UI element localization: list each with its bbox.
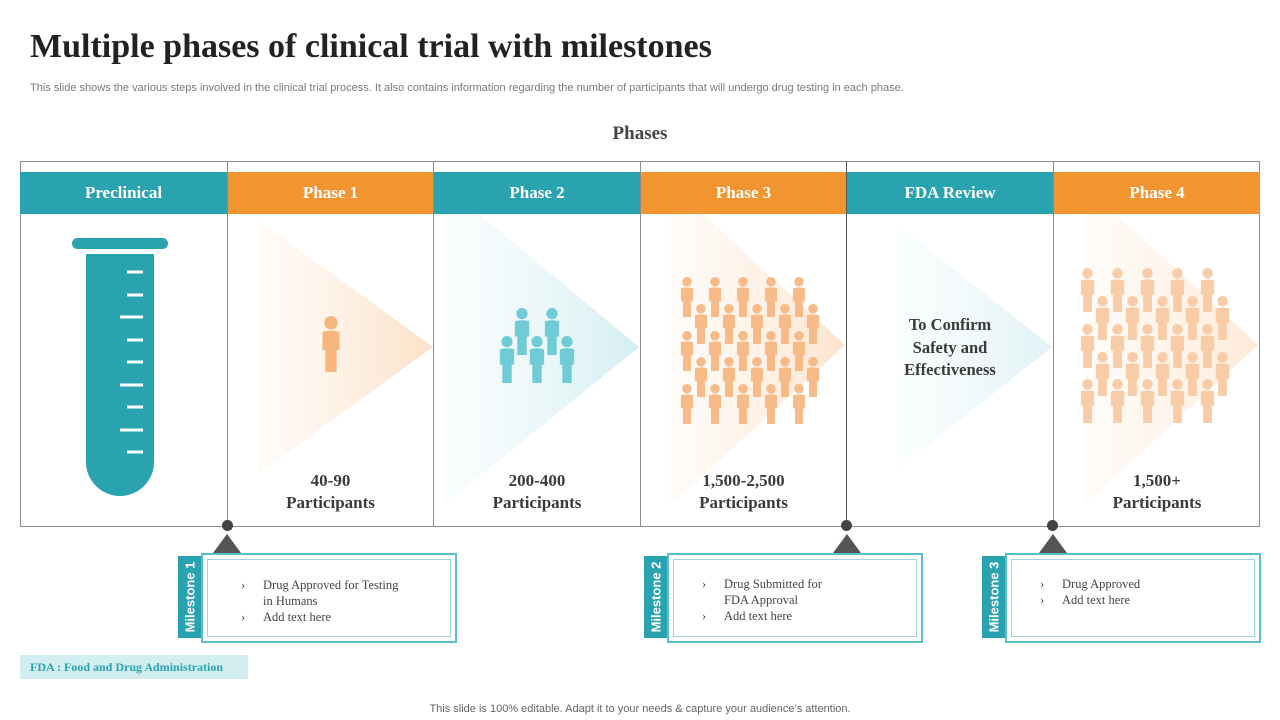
milestone-3-tab: Milestone 3 [982, 556, 1006, 638]
milestone-3-pointer [1039, 534, 1067, 553]
bullet-icon: › [1040, 577, 1045, 591]
bullet-icon: › [702, 609, 707, 623]
phase-1-participants: 40-90 Participants [228, 470, 433, 514]
person-icon [322, 316, 340, 372]
fda-review-line: To Confirm [908, 315, 992, 334]
milestone-text: Drug Submitted for FDA Approval [724, 577, 822, 607]
phase-1-arrow-shape [258, 220, 433, 474]
milestone-2-box: › Drug Submitted for FDA Approval › Add tex… [667, 553, 923, 643]
milestone-add-text: Add text here [1062, 593, 1131, 607]
milestone-1-marker [222, 520, 233, 531]
participant-count: 40-90 [310, 471, 351, 490]
participant-count: 1,500+ [1133, 471, 1181, 490]
participant-label: Participants [286, 493, 375, 512]
milestone-add-text: Add text here [724, 609, 793, 623]
phase-2-arrow-shape [444, 185, 639, 505]
phase-header-phase-1: Phase 1 [228, 172, 433, 214]
fda-review-line: Safety and [912, 337, 988, 357]
column-divider [640, 161, 641, 527]
people-group-icon [499, 308, 575, 383]
slide-subtitle: This slide shows the various steps invol… [30, 82, 904, 94]
milestone-3-label: Milestone 3 [986, 561, 1002, 633]
test-tube-icon [72, 238, 168, 496]
milestone-1-pointer [213, 534, 241, 553]
bullet-icon: › [702, 577, 707, 591]
bullet-icon: › [241, 610, 246, 624]
phase-3-arrow-shape [671, 185, 845, 505]
milestone-2-marker [841, 520, 852, 531]
milestone-2-pointer [833, 534, 861, 553]
participant-label: Participants [699, 493, 788, 512]
crowd-icon [1080, 268, 1230, 423]
participant-label: Participants [492, 493, 582, 512]
milestone-1-box: › Drug Approved for Testing in Humans › Add… [201, 553, 457, 643]
phase-2-participants: 200-400 Participants [434, 470, 640, 514]
participant-count: 200-400 [508, 471, 566, 490]
phase-4-participants: 1,500+ Participants [1054, 470, 1260, 514]
column-divider [846, 161, 847, 527]
phase-header-preclinical: Preclinical [20, 172, 227, 214]
milestone-1-label: Milestone 1 [182, 561, 198, 633]
phases-heading: Phases [612, 123, 668, 144]
milestone-add-text: Add text here [263, 610, 332, 624]
milestone-text: Drug Approved [1062, 577, 1141, 591]
column-divider [1053, 161, 1054, 527]
participant-label: Participants [1112, 493, 1202, 512]
footer-note: This slide is 100% editable. Adapt it to… [429, 703, 851, 715]
milestone-1-tab: Milestone 1 [178, 556, 202, 638]
milestone-3-box: › Drug Approved › Add text here [1005, 553, 1261, 643]
participant-count: 1,500-2,500 [702, 471, 785, 490]
phase-header-phase-2: Phase 2 [434, 172, 640, 214]
phase-header-fda-review: FDA Review [847, 172, 1053, 214]
column-divider [433, 161, 434, 527]
fda-review-arrow-shape [898, 225, 1052, 469]
fda-review-line: Effectiveness [904, 360, 996, 379]
crowd-icon [680, 277, 820, 424]
milestone-2-label: Milestone 2 [648, 561, 664, 633]
bullet-icon: › [1040, 593, 1045, 607]
milestone-text: Drug Approved for Testing in Humans [263, 578, 399, 608]
phase-header-phase-4: Phase 4 [1054, 172, 1260, 214]
phase-3-participants: 1,500-2,500 Participants [641, 470, 846, 514]
bullet-icon: › [241, 578, 246, 592]
slide-title: Multiple phases of clinical trial with m… [30, 28, 712, 65]
column-divider [227, 161, 228, 527]
milestone-2-tab: Milestone 2 [644, 556, 668, 638]
fda-abbreviation-note: FDA : Food and Drug Administration [20, 655, 248, 679]
fda-review-text: To Confirm Safety and Effectiveness [870, 314, 1030, 382]
milestone-3-marker [1047, 520, 1058, 531]
phase-header-phase-3: Phase 3 [641, 172, 846, 214]
